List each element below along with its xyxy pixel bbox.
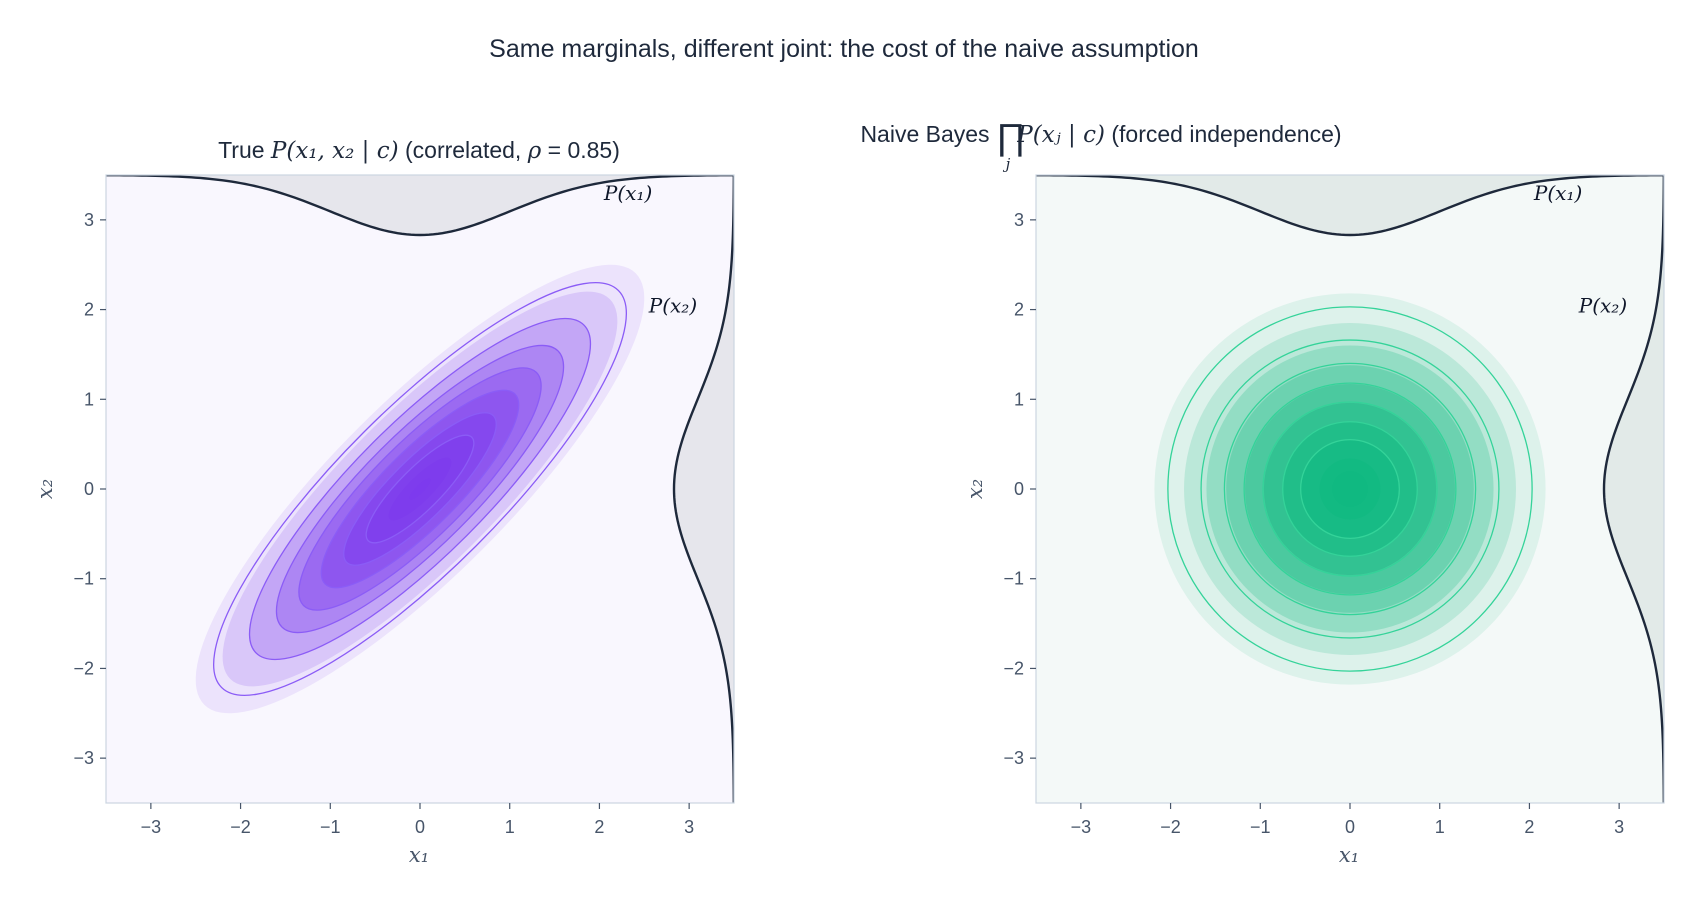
contour-line <box>213 282 627 696</box>
y-axis-label: x₂ <box>963 479 987 499</box>
panel-correlated: True P(x₁, x₂ | c) (correlated, ρ = 0.85… <box>33 137 735 867</box>
y-tick-label: 2 <box>1014 300 1024 320</box>
x-tick-label: −1 <box>320 817 341 837</box>
contour-line <box>1262 401 1438 577</box>
title-rho: ρ <box>527 138 542 164</box>
title-prod-subscript: j <box>1003 155 1011 173</box>
title-paren-open: (correlated, <box>399 137 528 163</box>
y-tick-label: −1 <box>73 569 94 589</box>
marginal-x2-label: P(x₂) <box>648 293 697 317</box>
x-tick-label: 2 <box>594 817 604 837</box>
marginal-x2-fill <box>1604 175 1664 803</box>
contour-core <box>409 478 431 500</box>
contour-line <box>320 389 520 589</box>
title-lead: True <box>218 137 271 163</box>
x-tick-label: 1 <box>505 817 515 837</box>
title-paren-close: ) <box>612 137 620 163</box>
axis-ticks-independent: −3 −2 −1 0 1 2 3 −3 −2 −1 0 1 2 3 <box>1003 174 1665 837</box>
panel-correlated-title: True P(x₁, x₂ | c) (correlated, ρ = 0.85… <box>218 137 620 164</box>
x-tick-label: 0 <box>415 817 425 837</box>
marginal-x1-curve <box>1036 175 1664 237</box>
y-tick-label: 3 <box>1014 210 1024 230</box>
marginal-x2-fill <box>674 175 734 803</box>
x-tick-label: 1 <box>1435 817 1445 837</box>
title-rho-value: = 0.85 <box>541 137 612 163</box>
plot-area-independent: P(x₁) P(x₂) <box>1036 175 1664 803</box>
y-axis-label: x₂ <box>33 479 57 499</box>
title-lead: Naive Bayes <box>860 121 996 147</box>
x-tick-label: −3 <box>141 817 162 837</box>
x-tick-label: 0 <box>1345 817 1355 837</box>
contour-line <box>1282 421 1418 557</box>
contour-core <box>1332 471 1368 507</box>
y-tick-label: −3 <box>1003 748 1024 768</box>
contour-line <box>1243 382 1457 596</box>
contour-line <box>1200 339 1500 639</box>
marginal-x1-fill <box>106 175 734 235</box>
title-math: P(x₁, x₂ | c) <box>270 138 399 164</box>
axis-ticks-correlated: −3 −2 −1 0 1 2 3 −3 −2 −1 0 1 2 3 <box>73 174 735 837</box>
title-prod: ∏ <box>996 116 1026 157</box>
marginal-x1-fill <box>1036 175 1664 235</box>
panel-independent: Naive Bayes ∏ j P(xⱼ | c) (forced independ… <box>860 116 1665 867</box>
marginal-x1-curve <box>106 175 734 237</box>
contour-line <box>248 317 592 661</box>
y-tick-label: −3 <box>73 748 94 768</box>
y-tick-label: 1 <box>1014 389 1024 409</box>
marginal-x2-curve <box>672 175 734 803</box>
x-axis-label: x₁ <box>1339 843 1359 867</box>
y-tick-label: 0 <box>1014 479 1024 499</box>
panel-independent-title: Naive Bayes ∏ j P(xⱼ | c) (forced independ… <box>860 116 1341 173</box>
x-tick-label: −1 <box>1250 817 1271 837</box>
figure-suptitle: Same marginals, different joint: the cos… <box>489 35 1199 63</box>
contour-line <box>1167 306 1533 672</box>
x-tick-label: −2 <box>1160 817 1181 837</box>
marginal-x2-curve <box>1602 175 1664 803</box>
x-tick-label: 3 <box>684 817 694 837</box>
x-axis-label: x₁ <box>409 843 429 867</box>
plot-area-correlated: P(x₁) P(x₂) <box>106 175 734 803</box>
y-tick-label: −1 <box>1003 569 1024 589</box>
y-tick-label: −2 <box>1003 658 1024 678</box>
contour-line <box>275 344 565 634</box>
x-tick-label: 3 <box>1614 817 1624 837</box>
contour-line <box>1300 439 1400 539</box>
y-tick-label: 3 <box>84 210 94 230</box>
y-tick-label: 2 <box>84 300 94 320</box>
marginal-x1-label: P(x₁) <box>1533 181 1582 205</box>
y-tick-label: 0 <box>84 479 94 499</box>
y-tick-label: 1 <box>84 389 94 409</box>
y-tick-label: −2 <box>73 658 94 678</box>
title-rest: (forced independence) <box>1105 121 1342 147</box>
title-math: P(xⱼ | c) <box>1016 122 1105 148</box>
x-tick-label: 2 <box>1524 817 1534 837</box>
x-tick-label: −3 <box>1071 817 1092 837</box>
marginal-x1-label: P(x₁) <box>603 181 652 205</box>
marginal-x2-label: P(x₂) <box>1578 293 1627 317</box>
contour-line <box>365 434 475 544</box>
contour-line <box>343 412 497 566</box>
contour-line <box>1223 362 1477 616</box>
contour-line <box>298 367 542 611</box>
x-tick-label: −2 <box>230 817 251 837</box>
